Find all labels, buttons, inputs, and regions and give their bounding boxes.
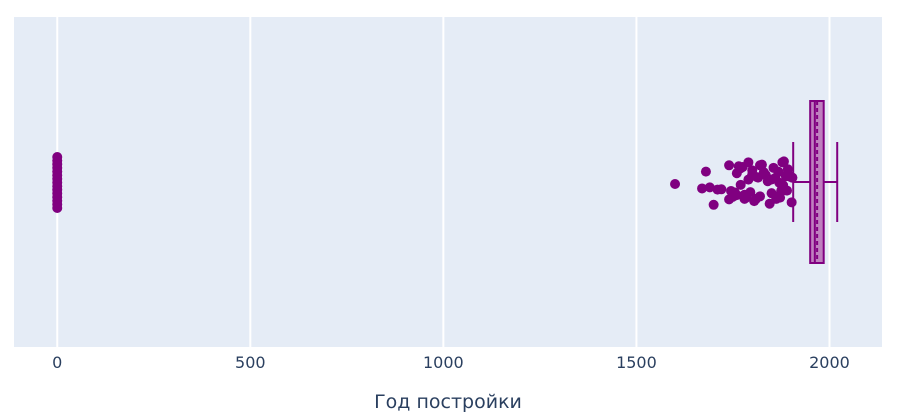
outlier-point xyxy=(716,184,727,195)
outlier-point xyxy=(743,157,754,168)
x-tick-label-2000: 2000 xyxy=(809,353,850,372)
outlier-point xyxy=(745,187,756,198)
outlier-point-zero xyxy=(52,203,63,213)
outlier-point xyxy=(782,185,793,196)
outlier-point xyxy=(786,197,797,208)
outlier-point xyxy=(724,160,735,171)
outlier-point xyxy=(778,156,789,167)
box-plot xyxy=(792,100,839,264)
outlier-point xyxy=(754,191,765,202)
x-axis-tick-labels: 0 500 1000 1500 2000 xyxy=(52,353,850,372)
outlier-point xyxy=(735,179,746,190)
outlier-point xyxy=(773,166,784,177)
outlier-point xyxy=(670,179,681,189)
outlier-point xyxy=(756,159,767,170)
outlier-point xyxy=(708,199,719,210)
x-tick-label-1500: 1500 xyxy=(616,353,657,372)
outlier-point xyxy=(731,190,742,201)
outlier-point xyxy=(700,166,711,177)
x-axis-title: Год постройки xyxy=(374,391,522,413)
outlier-points xyxy=(52,152,798,213)
x-tick-label-500: 500 xyxy=(235,353,266,372)
outlier-point xyxy=(704,182,715,193)
x-tick-label-0: 0 xyxy=(52,353,62,372)
x-tick-label-1000: 1000 xyxy=(423,353,464,372)
outlier-point xyxy=(697,183,708,194)
grid-lines xyxy=(56,17,831,347)
